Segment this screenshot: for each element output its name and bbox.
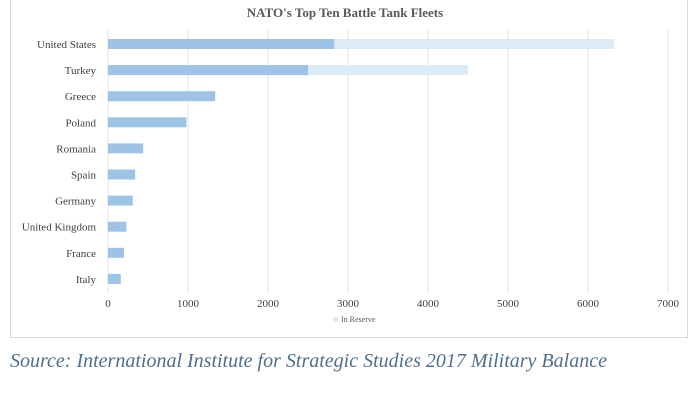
x-tick-label-5: 5000 — [497, 298, 520, 310]
bar-active-2 — [108, 91, 216, 102]
category-label-0: United States — [37, 39, 96, 51]
label-layer: United States Turkey Greece Poland Romania Sp… — [22, 39, 97, 286]
category-label-2: Greece — [65, 91, 96, 103]
source-caption: Source: International Institute for Stra… — [10, 350, 607, 372]
bar-active-7 — [108, 221, 127, 232]
chart-frame: NATO's Top Ten Battle Tank Fleets United… — [10, 0, 688, 338]
bar-reserve-0 — [334, 39, 615, 49]
bar-active-3 — [108, 117, 187, 128]
bar-active-8 — [108, 247, 124, 258]
bar-active-0 — [108, 39, 335, 49]
bar-active-1 — [108, 65, 308, 76]
bar-active-4 — [108, 143, 144, 154]
bar-active-6 — [108, 195, 133, 206]
tick-layer: 0 1000 2000 3000 4000 5000 6000 7000 — [105, 298, 679, 310]
bar-reserve-1 — [308, 65, 468, 76]
category-label-9: Italy — [76, 274, 97, 286]
bar-active-5 — [108, 169, 136, 180]
x-tick-label-2: 2000 — [257, 298, 280, 310]
legend-label-0: In Reserve — [341, 315, 376, 324]
category-label-3: Poland — [65, 117, 96, 129]
bar-layer — [108, 39, 615, 284]
tank-fleets-chart: NATO's Top Ten Battle Tank Fleets United… — [22, 5, 680, 324]
x-tick-label-1: 1000 — [177, 298, 200, 310]
category-label-4: Romania — [56, 143, 96, 155]
bar-active-9 — [108, 273, 121, 284]
legend: In Reserve — [333, 315, 376, 324]
chart-title: NATO's Top Ten Battle Tank Fleets — [247, 5, 443, 20]
x-tick-label-0: 0 — [105, 298, 111, 310]
category-label-7: United Kingdom — [22, 222, 97, 234]
category-label-1: Turkey — [65, 65, 97, 77]
x-tick-label-3: 3000 — [337, 298, 360, 310]
x-tick-label-6: 6000 — [577, 298, 600, 310]
x-tick-label-4: 4000 — [417, 298, 440, 310]
legend-swatch-0 — [333, 317, 338, 322]
category-label-8: France — [66, 248, 96, 260]
category-label-5: Spain — [71, 170, 97, 182]
category-label-6: Germany — [55, 196, 96, 208]
x-tick-label-7: 7000 — [657, 298, 680, 310]
